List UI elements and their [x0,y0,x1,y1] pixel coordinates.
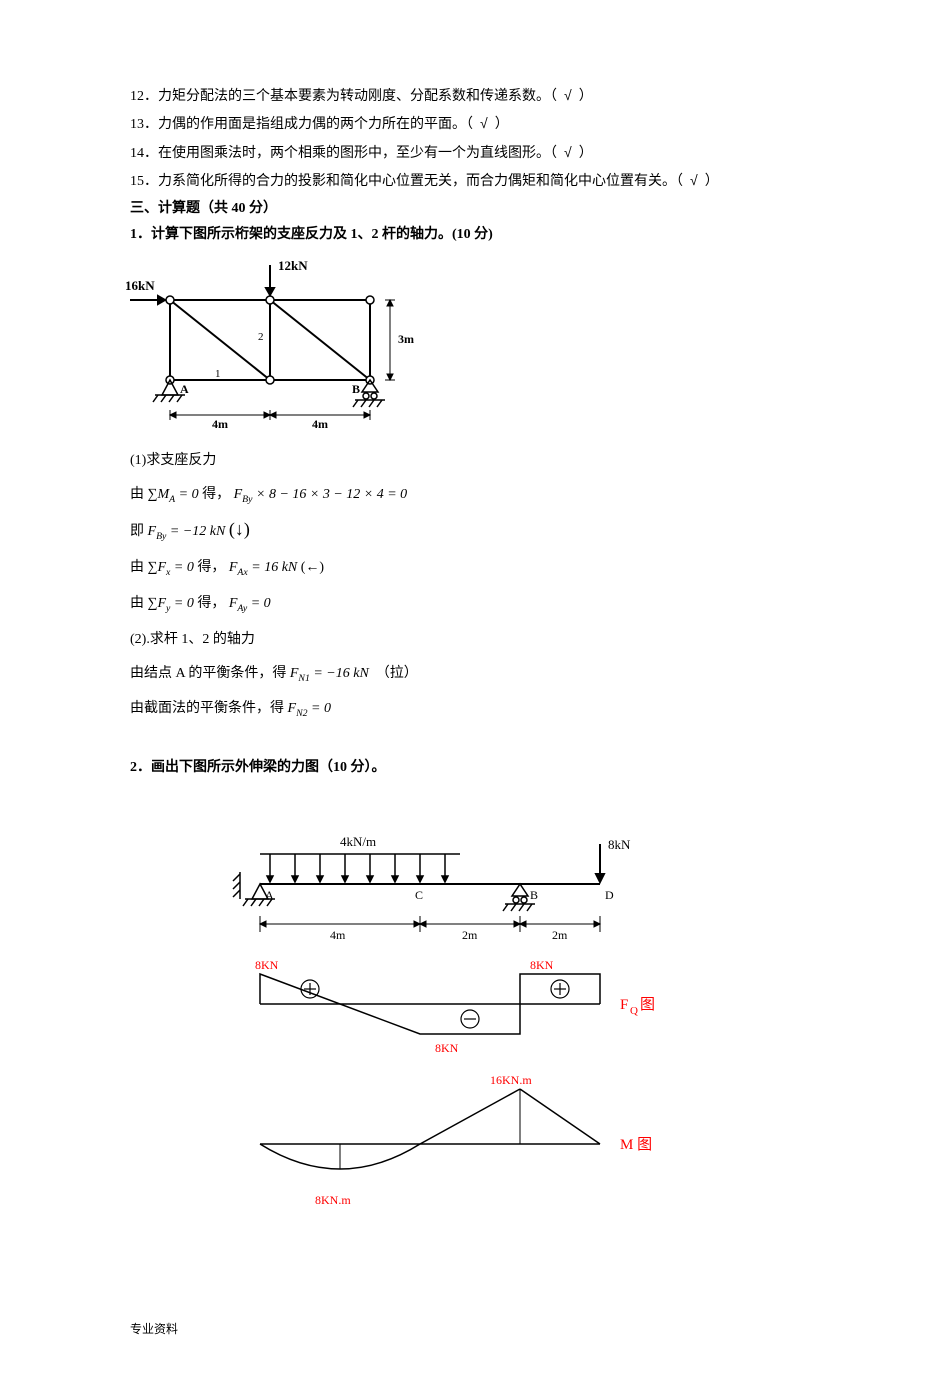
text: 力系简化所得的合力的投影和简化中心位置无关，而合力偶矩和简化中心位置有关。 [158,174,676,189]
q1-figure: 16kN 12kN A B 1 2 4m 4m 3m [120,250,420,430]
eq-fy: 由 ∑Fy = 0 得， FAy = 0 [130,592,815,614]
statement-15: 15．力系简化所得的合力的投影和简化中心位置无关，而合力偶矩和简化中心位置有关。… [130,169,815,193]
mark: √ [564,144,572,160]
q1-step1: (1)求支座反力 [130,449,815,469]
dim-3m: 3m [398,332,414,346]
num: 14 [130,146,144,161]
section-3-title: 三、计算题（共 40 分） [130,198,815,220]
num: 12 [130,89,144,104]
fq-8-left: 8KN [255,958,279,972]
mark: √ [564,87,572,103]
bar-1: 1 [215,368,221,380]
m-8: 8KN.m [315,1193,351,1207]
eq-fby: 即 FBy = −12 kN (↓) [130,519,815,542]
footer-text: 专业资料 [130,1320,178,1337]
eq-fn2: 由截面法的平衡条件，得 FN2 = 0 [130,697,815,719]
statement-14: 14．在使用图乘法时，两个相乘的图形中，至少有一个为直线图形。（ √ ） [130,141,815,165]
pt-D: D [605,888,614,902]
fq-8-neg: 8KN [435,1041,459,1055]
pt-A: A [265,888,274,902]
mark: √ [690,172,698,188]
text: 在使用图乘法时，两个相乘的图形中，至少有一个为直线图形。 [158,146,550,161]
q-label: 4kN/m [340,834,376,849]
dim-4m-2: 4m [312,417,328,430]
fq-8-right: 8KN [530,958,554,972]
text: 力矩分配法的三个基本要素为转动刚度、分配系数和传递系数。 [158,89,550,104]
fq-label-sub: Q [630,1005,638,1017]
q1-step2: (2).求杆 1、2 的轴力 [130,628,815,648]
fq-label-cn: 图 [640,996,655,1013]
label-B: B [352,382,360,396]
dim-2m-1: 2m [462,928,478,942]
fq-label: F [620,997,628,1013]
dim-4m: 4m [330,928,346,942]
statement-13: 13．力偶的作用面是指组成力偶的两个力所在的平面。（ √ ） [130,112,815,136]
pt-B: B [530,888,538,902]
text: 力偶的作用面是指组成力偶的两个力所在的平面。 [158,117,466,132]
label-A: A [180,382,189,396]
dim-4m-1: 4m [212,417,228,430]
m-label: M 图 [620,1136,652,1153]
dim-2m-2: 2m [552,928,568,942]
q2-title: 2．画出下图所示外伸梁的力图（10 分）。 [130,757,815,779]
num: 13 [130,117,144,132]
mark: √ [480,115,488,131]
statement-12: 12．力矩分配法的三个基本要素为转动刚度、分配系数和传递系数。（ √ ） [130,84,815,108]
num: 15 [130,174,144,189]
eq-fn1: 由结点 A 的平衡条件，得 FN1 = −16 kN （拉） [130,662,815,684]
m-16: 16KN.m [490,1073,532,1087]
q2-figure: A C B D 4kN/m 8kN 4m 2m 2m [200,804,680,1234]
load-12: 12kN [278,258,308,273]
eq-fx: 由 ∑Fx = 0 得， FAx = 16 kN (←) [130,556,815,578]
pt-C: C [415,888,423,902]
bar-2: 2 [258,331,264,343]
q1-title: 1．计算下图所示桁架的支座反力及 1、2 杆的轴力。(10 分) [130,224,815,246]
p-label: 8kN [608,837,631,852]
eq-ma: 由 ∑MA = 0 得， FBy × 8 − 16 × 3 − 12 × 4 =… [130,483,815,505]
load-16: 16kN [125,278,155,293]
